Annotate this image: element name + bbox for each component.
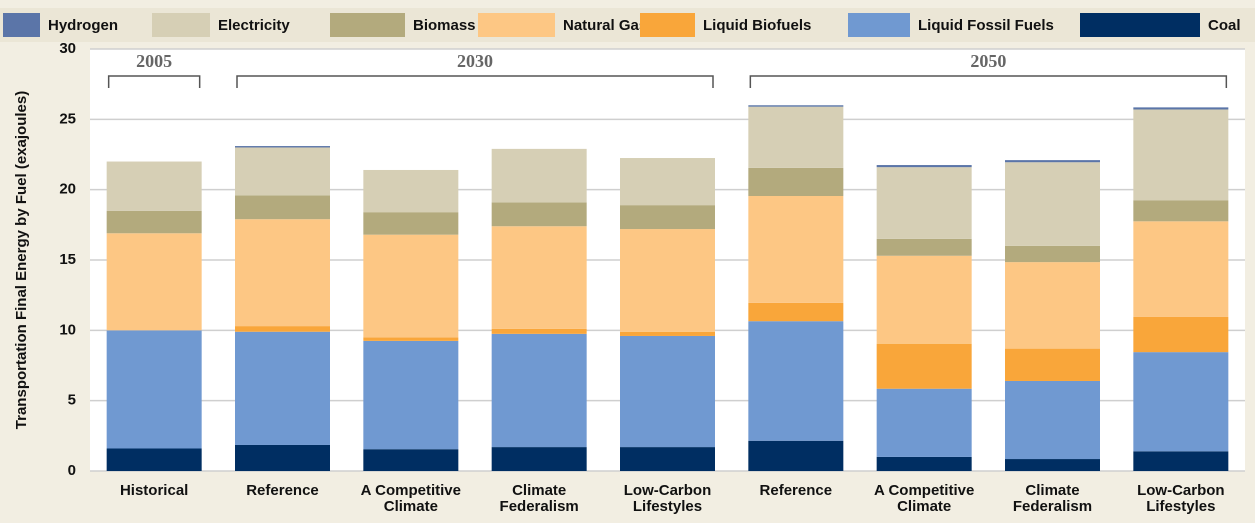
bar-segment	[1133, 352, 1229, 452]
bar-segment	[620, 335, 715, 448]
bar-segment	[876, 165, 972, 168]
x-tick-label: A Competitive Climate	[874, 482, 975, 515]
bar-segment	[1005, 162, 1100, 246]
y-tick-label: 25	[59, 110, 76, 127]
x-tick-label: Climate Federalism	[499, 482, 579, 515]
legend-label: Liquid Biofuels	[703, 17, 811, 34]
bar-segment	[876, 456, 972, 471]
x-tick-label: Reference	[759, 482, 833, 499]
y-tick-label: 15	[59, 251, 76, 268]
legend-swatch	[478, 13, 555, 37]
legend-swatch	[330, 13, 405, 37]
bar-segment	[235, 219, 330, 327]
bar-segment	[491, 202, 587, 227]
bar-segment	[491, 333, 587, 448]
bar-segment	[363, 337, 459, 341]
bar-segment	[748, 440, 844, 471]
bar-segment	[1133, 200, 1229, 222]
bar-segment	[1005, 262, 1100, 349]
bar-segment	[620, 205, 715, 230]
bar-segment	[620, 158, 715, 206]
bar-segment	[748, 106, 844, 168]
bar-segment	[1133, 316, 1229, 353]
bar-segment	[876, 238, 972, 256]
legend-swatch	[848, 13, 910, 37]
x-tick-label: A Competitive Climate	[360, 482, 461, 515]
group-label: 2030	[457, 51, 493, 71]
bar-segment	[620, 331, 715, 336]
x-tick-label: Low-Carbon Lifestyles	[623, 482, 712, 515]
bar-segment	[1133, 451, 1229, 471]
bar-segment	[1133, 107, 1229, 110]
y-tick-label: 0	[68, 462, 76, 479]
legend-label: Hydrogen	[48, 17, 118, 34]
legend-label: Biomass	[413, 17, 476, 34]
bar-segment	[620, 447, 715, 471]
legend-swatch	[152, 13, 210, 37]
legend-swatch	[640, 13, 695, 37]
bar-segment	[235, 326, 330, 332]
y-axis-label: Transportation Final Energy by Fuel (exa…	[13, 91, 30, 429]
bar-segment	[1005, 459, 1100, 471]
bar-segment	[491, 328, 587, 334]
y-tick-label: 5	[68, 392, 76, 409]
bar-segment	[235, 331, 330, 445]
y-tick-label: 20	[59, 181, 76, 198]
bar-segment	[363, 340, 459, 450]
legend-label: Coal	[1208, 17, 1241, 34]
bar-segment	[106, 233, 202, 331]
bar-segment	[876, 167, 972, 239]
legend-label: Liquid Fossil Fuels	[918, 17, 1054, 34]
bar-segment	[106, 161, 202, 211]
bar-segment	[1005, 348, 1100, 381]
bar-segment	[1133, 221, 1229, 317]
bar-segment	[620, 229, 715, 332]
group-bracket	[107, 75, 201, 88]
bar-segment	[235, 147, 330, 196]
bar-segment	[876, 343, 972, 389]
bar-segment	[235, 146, 330, 148]
bar-segment	[748, 195, 844, 303]
bar-segment	[363, 212, 459, 235]
group-bracket	[749, 75, 1228, 88]
bar-segment	[1005, 245, 1100, 263]
x-tick-label: Low-Carbon Lifestyles	[1137, 482, 1225, 515]
bar-segment	[491, 226, 587, 329]
bar-segment	[235, 195, 330, 220]
legend-label: Natural Gas	[563, 17, 647, 34]
bar-segment	[748, 167, 844, 196]
bar-segment	[106, 448, 202, 471]
bar-segment	[748, 105, 844, 107]
legend-swatch	[1080, 13, 1200, 37]
y-tick-label: 10	[59, 321, 76, 338]
bar-segment	[1133, 109, 1229, 201]
bar-segment	[363, 449, 459, 471]
y-tick-label: 30	[59, 40, 76, 57]
bar-segment	[748, 302, 844, 322]
legend-swatch	[3, 13, 40, 37]
legend-label: Electricity	[218, 17, 290, 34]
bar-segment	[1005, 160, 1100, 163]
bar-segment	[363, 169, 459, 213]
bar-segment	[491, 148, 587, 203]
bar-segment	[1005, 380, 1100, 460]
group-label: 2005	[136, 51, 172, 71]
bar-segment	[106, 210, 202, 234]
bar-segment	[106, 330, 202, 449]
bar-segment	[491, 447, 587, 471]
x-tick-label: Historical	[119, 482, 189, 499]
group-label: 2050	[970, 51, 1006, 71]
bar-segment	[748, 321, 844, 441]
bar-segment	[363, 234, 459, 338]
x-tick-label: Reference	[246, 482, 319, 499]
group-bracket	[236, 75, 714, 88]
x-tick-label: Climate Federalism	[1012, 482, 1093, 515]
bar-segment	[876, 388, 972, 457]
bar-segment	[876, 255, 972, 344]
bar-segment	[235, 444, 330, 471]
